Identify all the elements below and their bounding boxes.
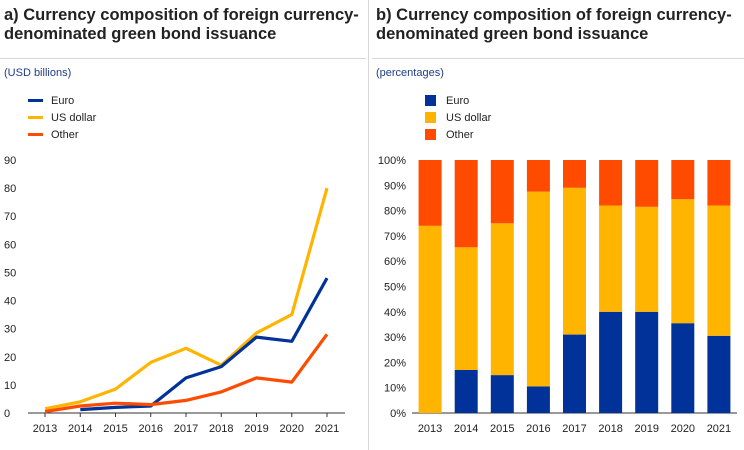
y-tick-label: 60%	[384, 256, 406, 268]
y-tick-label: 80	[4, 183, 16, 195]
bar-segment-other	[418, 160, 442, 226]
bar-segment-us-dollar	[707, 205, 731, 336]
legend-label-other: Other	[446, 128, 474, 141]
x-tick-label: 2017	[562, 423, 586, 435]
legend-label-other: Other	[51, 128, 79, 141]
legend-swatch-euro	[28, 99, 43, 102]
bar-segment-other	[526, 160, 550, 192]
y-tick-label: 70%	[384, 231, 406, 243]
x-tick-label: 2013	[33, 423, 57, 435]
series-line-us-dollar	[44, 187, 329, 411]
y-tick-label: 70	[4, 211, 16, 223]
legend-swatch-us-dollar	[425, 112, 436, 123]
y-tick-label: 40	[4, 296, 16, 308]
legend-item-euro: Euro	[425, 92, 491, 109]
y-tick-label: 90%	[384, 180, 406, 192]
x-tick-label: 2015	[490, 423, 514, 435]
bar-segment-euro	[707, 335, 731, 413]
x-tick-label: 2018	[209, 423, 233, 435]
legend-label-us-dollar: US dollar	[446, 111, 492, 124]
y-tick-label: 20	[4, 352, 16, 364]
legend-swatch-other	[425, 129, 436, 140]
bar-segment-other	[671, 160, 695, 200]
bar-segment-other	[707, 160, 731, 206]
y-tick-label: 0	[4, 408, 10, 420]
bar-segment-us-dollar	[490, 223, 514, 376]
legend-item-euro: Euro	[28, 92, 96, 109]
bar-segment-other	[599, 160, 623, 206]
bar-segment-other	[635, 160, 659, 207]
y-tick-label: 0%	[390, 408, 406, 420]
x-tick-label: 2020	[280, 423, 304, 435]
bar-segment-us-dollar	[563, 187, 586, 335]
title-divider-b	[372, 58, 744, 59]
x-tick-label: 2021	[315, 423, 339, 435]
bar-segment-us-dollar	[526, 191, 550, 387]
x-tick-label: 2019	[634, 423, 658, 435]
panel-b: b) Currency composition of foreign curre…	[372, 0, 744, 450]
legend-item-other: Other	[425, 126, 491, 143]
title-divider-a	[0, 58, 366, 59]
x-tick-label: 2017	[174, 423, 198, 435]
units-label-b: (percentages)	[376, 67, 444, 79]
bar-segment-euro	[563, 334, 586, 413]
bar-segment-us-dollar	[454, 247, 478, 370]
x-tick-label: 2016	[139, 423, 163, 435]
y-tick-label: 50%	[384, 282, 406, 294]
legend-swatch-euro	[425, 95, 436, 106]
x-tick-label: 2014	[68, 423, 92, 435]
y-tick-label: 30%	[384, 332, 406, 344]
chart-title-a: a) Currency composition of foreign curre…	[4, 6, 359, 43]
legend-label-euro: Euro	[446, 94, 470, 107]
legend-swatch-us-dollar	[28, 116, 43, 119]
series-line-other	[44, 333, 329, 414]
x-tick-label: 2015	[103, 423, 127, 435]
panel-a: a) Currency composition of foreign curre…	[0, 0, 366, 450]
y-tick-label: 100%	[378, 155, 406, 167]
y-tick-label: 20%	[384, 357, 406, 369]
series-line-euro	[80, 277, 329, 412]
x-tick-label: 2021	[707, 423, 731, 435]
bar-segment-us-dollar	[599, 205, 623, 312]
panel-divider	[368, 0, 369, 450]
legend-label-us-dollar: US dollar	[51, 111, 97, 124]
y-tick-label: 10	[4, 380, 16, 392]
bar-segment-other	[563, 160, 586, 188]
legend-item-other: Other	[28, 126, 96, 143]
units-label-a: (USD billions)	[4, 67, 72, 79]
bar-segment-euro	[526, 386, 550, 413]
bar-segment-euro	[599, 311, 623, 413]
bar-segment-us-dollar	[418, 225, 442, 413]
bar-segment-euro	[635, 311, 659, 413]
x-tick-label: 2016	[526, 423, 550, 435]
x-tick-label: 2020	[671, 423, 695, 435]
x-tick-label: 2018	[598, 423, 622, 435]
legend-item-us-dollar: US dollar	[425, 109, 491, 126]
y-tick-label: 40%	[384, 307, 406, 319]
stacked-bar-chart: 0% 10% 20% 30% 40% 50% 60% 70% 80% 90% 100% 2013 201…	[378, 155, 737, 435]
y-tick-label: 50	[4, 267, 16, 279]
bar-segment-us-dollar	[635, 206, 659, 312]
legend-swatch-other	[28, 133, 43, 136]
legend-item-us-dollar: US dollar	[28, 109, 96, 126]
legend-b: Euro US dollar Other	[425, 92, 491, 143]
y-tick-label: 60	[4, 239, 16, 251]
bar-segment-euro	[671, 323, 695, 413]
bar-segment-other	[490, 160, 514, 224]
y-tick-label: 90	[4, 155, 16, 167]
x-tick-label: 2019	[244, 423, 268, 435]
bar-segment-euro	[454, 370, 478, 413]
x-tick-label: 2013	[418, 423, 442, 435]
y-tick-label: 30	[4, 324, 16, 336]
y-tick-label: 10%	[384, 383, 406, 395]
chart-title-b: b) Currency composition of foreign curre…	[376, 6, 732, 43]
bar-segment-us-dollar	[671, 199, 695, 324]
x-tick-label: 2014	[454, 423, 478, 435]
y-tick-label: 80%	[384, 206, 406, 218]
line-chart: 0 10 20 30 40 50 60 70 80 90 2013 2014 2015 2016 2017 2…	[4, 155, 345, 435]
legend-a: Euro US dollar Other	[28, 92, 96, 143]
bar-segment-other	[454, 160, 478, 248]
bar-segment-euro	[490, 375, 514, 413]
legend-label-euro: Euro	[51, 94, 75, 107]
